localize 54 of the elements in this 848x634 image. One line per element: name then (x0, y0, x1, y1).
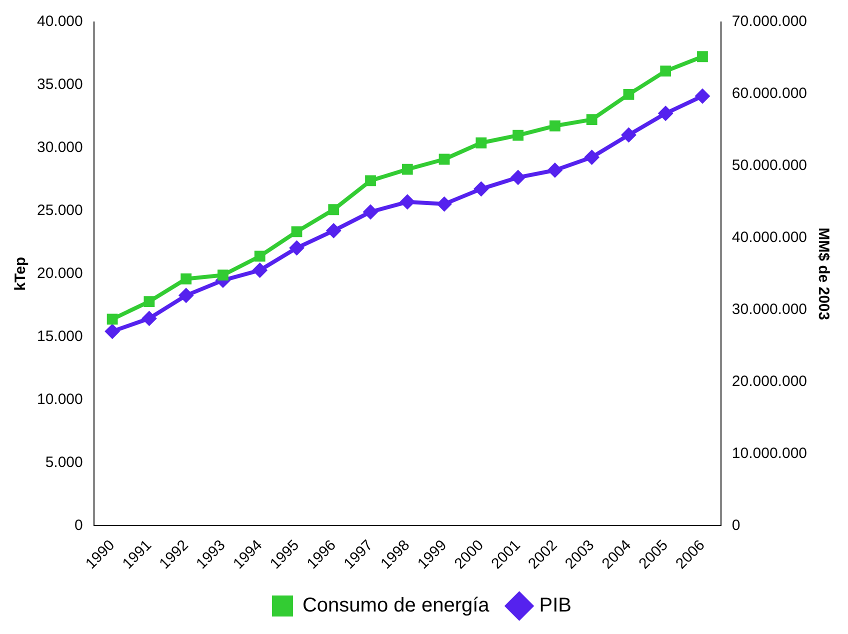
point (474, 181, 489, 196)
point (291, 226, 302, 238)
point (697, 51, 708, 62)
y2-tick-label: 70.000.000 (732, 13, 808, 30)
point (326, 223, 342, 238)
y2-tick-label: 20.000.000 (732, 372, 808, 390)
point (104, 324, 120, 339)
y-axis-title: kTep (12, 256, 30, 291)
point (510, 170, 526, 185)
point (144, 296, 155, 307)
point (476, 137, 487, 148)
y2-tick-label: 60.000.000 (732, 85, 808, 102)
y-tick-label: 5.000 (45, 454, 83, 471)
point (512, 130, 524, 141)
point (623, 88, 634, 100)
point (289, 240, 304, 256)
y-tick-label: 10.000 (36, 390, 83, 408)
y2-tick-label: 0 (732, 516, 740, 534)
point (660, 66, 672, 77)
point (142, 310, 157, 326)
point (218, 270, 228, 281)
y2-tick-label: 30.000.000 (732, 300, 808, 318)
legend-label: PIB (539, 594, 572, 617)
point (363, 204, 378, 220)
y-tick-label: 25.000 (36, 202, 83, 220)
y2-tick-label: 40.000.000 (732, 229, 808, 246)
point (328, 204, 340, 216)
y2-tick-label: 10.000.000 (732, 444, 808, 462)
y-tick-label: 40.000 (36, 13, 83, 30)
point (400, 194, 415, 210)
point (254, 250, 266, 262)
point (180, 273, 192, 284)
legend-label: Consumo de energía (302, 594, 490, 617)
y-tick-label: 0 (74, 516, 83, 534)
point (365, 175, 376, 186)
point (547, 162, 562, 178)
y2-tick-label: 50.000.000 (732, 157, 808, 174)
point (586, 114, 598, 126)
point (402, 164, 413, 175)
point (438, 154, 450, 165)
point (252, 262, 268, 278)
point (549, 120, 560, 132)
point (436, 196, 452, 212)
point (621, 127, 636, 142)
point (694, 88, 710, 104)
y-tick-label: 35.000 (36, 76, 83, 94)
point (178, 288, 194, 303)
point (106, 314, 118, 325)
y2-axis-title: MM$ de 2003 (814, 228, 832, 320)
y-tick-label: 20.000 (36, 264, 83, 282)
y-tick-label: 30.000 (36, 139, 83, 156)
point (584, 150, 600, 165)
y-tick-label: 15.000 (36, 328, 83, 345)
point (658, 106, 674, 121)
